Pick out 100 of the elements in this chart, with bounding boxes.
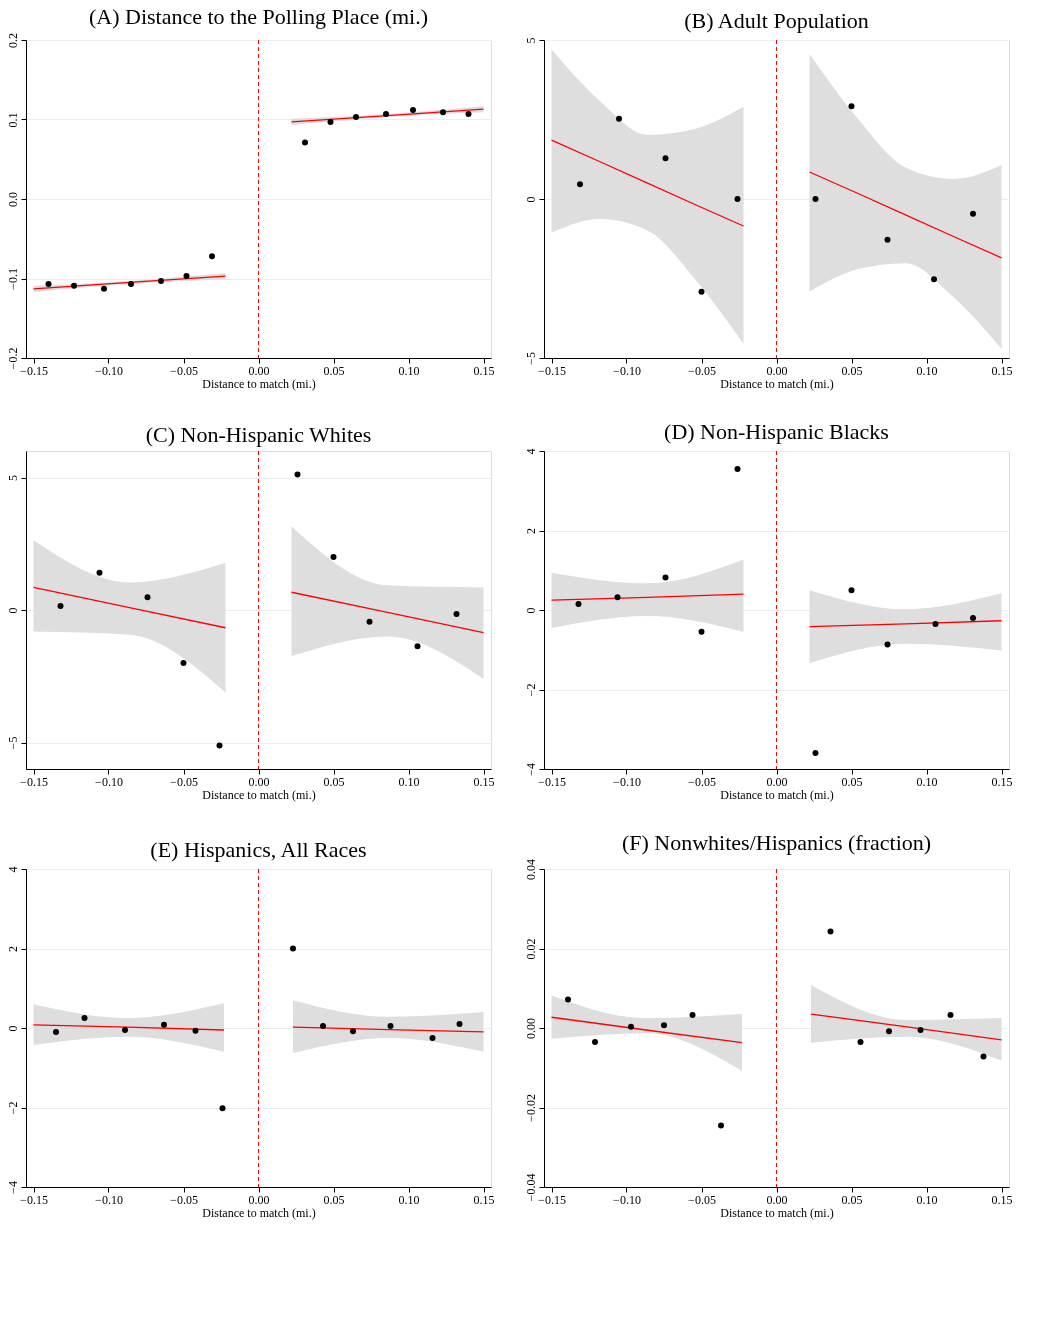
x-tick-label: 0.05: [323, 774, 345, 789]
x-tick-label: 0.05: [841, 363, 863, 378]
y-tick-label: 2: [523, 528, 538, 534]
x-tick-label: 0.10: [398, 774, 420, 789]
x-tick-label: −0.15: [538, 363, 566, 378]
y-tick-label: −0.04: [523, 1173, 538, 1202]
line-series: [808, 171, 1003, 259]
point: [350, 1028, 356, 1035]
point: [575, 601, 582, 608]
x-tick-label: 0.10: [916, 363, 938, 378]
point: [917, 1026, 924, 1033]
point: [96, 569, 103, 576]
y-tick-label: −2: [5, 1101, 20, 1115]
point: [53, 1028, 59, 1035]
y-tick-label: 0: [5, 607, 20, 614]
point: [101, 285, 107, 292]
chart-title: (A) Distance to the Polling Place (mi.): [88, 3, 429, 29]
x-tick-label: 0.15: [473, 774, 495, 789]
point: [180, 660, 187, 666]
point: [414, 643, 421, 650]
point: [216, 742, 223, 749]
point: [662, 574, 669, 581]
line-series: [550, 139, 745, 227]
point: [158, 277, 164, 284]
chart-title: (D) Non-Hispanic Blacks: [664, 419, 889, 444]
x-tick-label: 0.05: [841, 774, 863, 789]
point: [616, 115, 622, 122]
y-tick-label: 4: [5, 866, 20, 873]
x-tick-label: 0.10: [398, 1192, 420, 1207]
x-tick-label: 0.15: [991, 363, 1013, 378]
y-tick-label: 4: [523, 448, 538, 455]
x-axis-title: Distance to match (mi.): [202, 1205, 316, 1220]
point: [931, 276, 937, 283]
x-tick-label: −0.10: [95, 363, 123, 378]
point: [327, 118, 334, 125]
point: [161, 1021, 167, 1028]
point: [45, 281, 52, 288]
point: [628, 1023, 634, 1030]
y-tick-label: 0: [523, 607, 538, 614]
x-axis-title: Distance to match (mi.): [720, 787, 834, 802]
x-tick-label: 0.10: [916, 774, 938, 789]
point: [718, 1122, 724, 1129]
y-tick-label: −2: [523, 683, 538, 697]
y-tick-label: −4: [523, 763, 538, 776]
point: [219, 1105, 226, 1112]
y-tick-label: 0.0: [5, 192, 20, 207]
point: [689, 1011, 696, 1018]
point: [387, 1023, 394, 1030]
point: [812, 196, 819, 202]
y-tick-label: 0.04: [523, 859, 538, 880]
point: [330, 554, 337, 560]
x-tick-label: −0.05: [688, 363, 716, 378]
x-axis-title: Distance to match (mi.): [720, 376, 834, 391]
chart-title: (B) Adult Population: [684, 8, 869, 33]
x-axis-title: Distance to match (mi.): [202, 787, 316, 802]
point: [290, 945, 296, 952]
y-tick-label: −0.02: [523, 1094, 538, 1122]
point: [302, 139, 308, 146]
x-tick-label: 0.00: [248, 1192, 270, 1207]
x-tick-label: 0.00: [766, 1192, 788, 1207]
point: [192, 1027, 199, 1034]
point: [884, 641, 891, 648]
point: [698, 628, 705, 635]
x-tick-label: −0.15: [538, 774, 566, 789]
point: [294, 471, 301, 478]
y-tick-label: 0.00: [523, 1018, 538, 1039]
x-tick-label: 0.05: [323, 1192, 345, 1207]
x-tick-label: 0.15: [991, 1192, 1013, 1207]
point: [848, 587, 855, 594]
y-tick-label: 5: [523, 37, 538, 44]
point: [320, 1023, 326, 1030]
point: [947, 1011, 954, 1018]
x-axis-title: Distance to match (mi.): [202, 376, 316, 391]
x-tick-label: 0.00: [766, 774, 788, 789]
point: [453, 610, 460, 617]
point: [592, 1038, 598, 1045]
x-tick-label: −0.10: [95, 1192, 123, 1207]
y-tick-label: 0.2: [5, 33, 20, 48]
x-tick-label: 0.10: [398, 363, 420, 378]
x-tick-label: −0.05: [170, 363, 198, 378]
x-tick-label: −0.15: [20, 774, 48, 789]
x-tick-label: 0.00: [766, 363, 788, 378]
x-axis-title: Distance to match (mi.): [720, 1205, 834, 1220]
chart-title: (E) Hispanics, All Races: [150, 837, 367, 862]
point: [383, 110, 389, 117]
x-tick-label: 0.00: [248, 363, 270, 378]
point: [812, 750, 819, 757]
point: [661, 1022, 667, 1029]
x-tick-label: −0.10: [613, 1192, 641, 1207]
y-tick-label: 5: [5, 475, 20, 481]
point: [884, 236, 891, 243]
x-tick-label: 0.05: [323, 363, 345, 378]
chart-title: (C) Non-Hispanic Whites: [145, 421, 372, 447]
point: [970, 210, 976, 217]
y-tick-label: 0: [5, 1025, 20, 1032]
point: [827, 928, 834, 935]
point: [614, 594, 621, 601]
point: [886, 1028, 892, 1035]
y-tick-label: −0.2: [5, 347, 20, 370]
point: [857, 1038, 864, 1045]
